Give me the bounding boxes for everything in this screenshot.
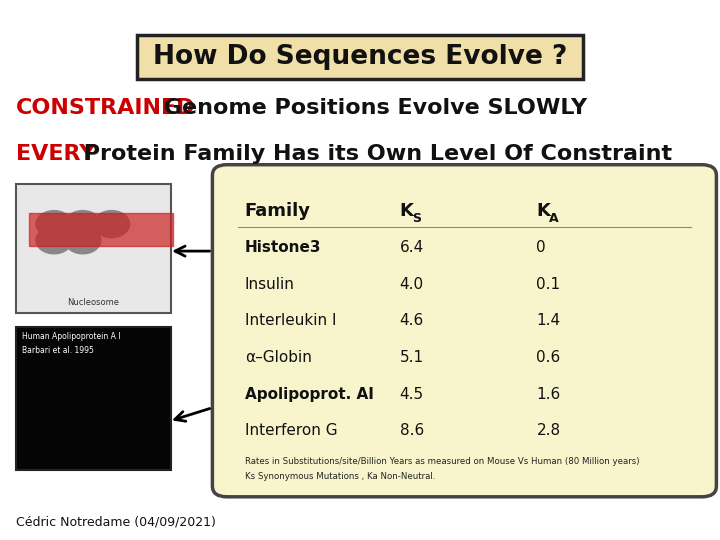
- Text: Rates in Substitutions/site/Billion Years as measured on Mouse Vs Human (80 Mill: Rates in Substitutions/site/Billion Year…: [245, 457, 639, 466]
- FancyBboxPatch shape: [137, 35, 583, 79]
- Text: 4.5: 4.5: [400, 387, 424, 402]
- Text: 4.0: 4.0: [400, 276, 424, 292]
- Text: 4.6: 4.6: [400, 313, 424, 328]
- FancyBboxPatch shape: [16, 327, 171, 470]
- Bar: [29, 213, 173, 246]
- Text: 1.6: 1.6: [536, 387, 561, 402]
- Circle shape: [65, 211, 101, 238]
- Text: Interleukin I: Interleukin I: [245, 313, 336, 328]
- Text: 8.6: 8.6: [400, 423, 424, 438]
- Circle shape: [65, 227, 101, 254]
- Circle shape: [36, 211, 72, 238]
- Text: K: K: [400, 201, 413, 220]
- Text: Histone3: Histone3: [245, 240, 321, 255]
- Text: A: A: [549, 212, 559, 225]
- FancyBboxPatch shape: [212, 165, 716, 497]
- Text: K: K: [536, 201, 550, 220]
- Text: Genome Positions Evolve SLOWLY: Genome Positions Evolve SLOWLY: [156, 98, 588, 118]
- Text: 0: 0: [536, 240, 546, 255]
- Circle shape: [94, 211, 130, 238]
- Text: Interferon G: Interferon G: [245, 423, 338, 438]
- Text: 2.8: 2.8: [536, 423, 561, 438]
- Text: Insulin: Insulin: [245, 276, 294, 292]
- Circle shape: [36, 227, 72, 254]
- Text: Protein Family Has its Own Level Of Constraint: Protein Family Has its Own Level Of Cons…: [76, 144, 672, 164]
- Text: CONSTRAINED: CONSTRAINED: [16, 98, 195, 118]
- Text: 0.1: 0.1: [536, 276, 561, 292]
- Text: S: S: [413, 212, 421, 225]
- Text: α–Globin: α–Globin: [245, 350, 312, 365]
- Text: Nucleosome: Nucleosome: [67, 298, 120, 307]
- Text: 5.1: 5.1: [400, 350, 424, 365]
- Text: 6.4: 6.4: [400, 240, 424, 255]
- Text: Apolipoprot. AI: Apolipoprot. AI: [245, 387, 374, 402]
- Text: Cédric Notredame (04/09/2021): Cédric Notredame (04/09/2021): [16, 515, 216, 528]
- Text: Ks Synonymous Mutations , Ka Non-Neutral.: Ks Synonymous Mutations , Ka Non-Neutral…: [245, 472, 435, 481]
- Text: EVERY: EVERY: [16, 144, 95, 164]
- Text: Human Apolipoprotein A I: Human Apolipoprotein A I: [22, 332, 120, 341]
- Text: How Do Sequences Evolve ?: How Do Sequences Evolve ?: [153, 44, 567, 70]
- Text: Family: Family: [245, 201, 311, 220]
- FancyBboxPatch shape: [16, 184, 171, 313]
- Text: Barbari et al. 1995: Barbari et al. 1995: [22, 346, 94, 355]
- Text: 1.4: 1.4: [536, 313, 561, 328]
- Text: 0.6: 0.6: [536, 350, 561, 365]
